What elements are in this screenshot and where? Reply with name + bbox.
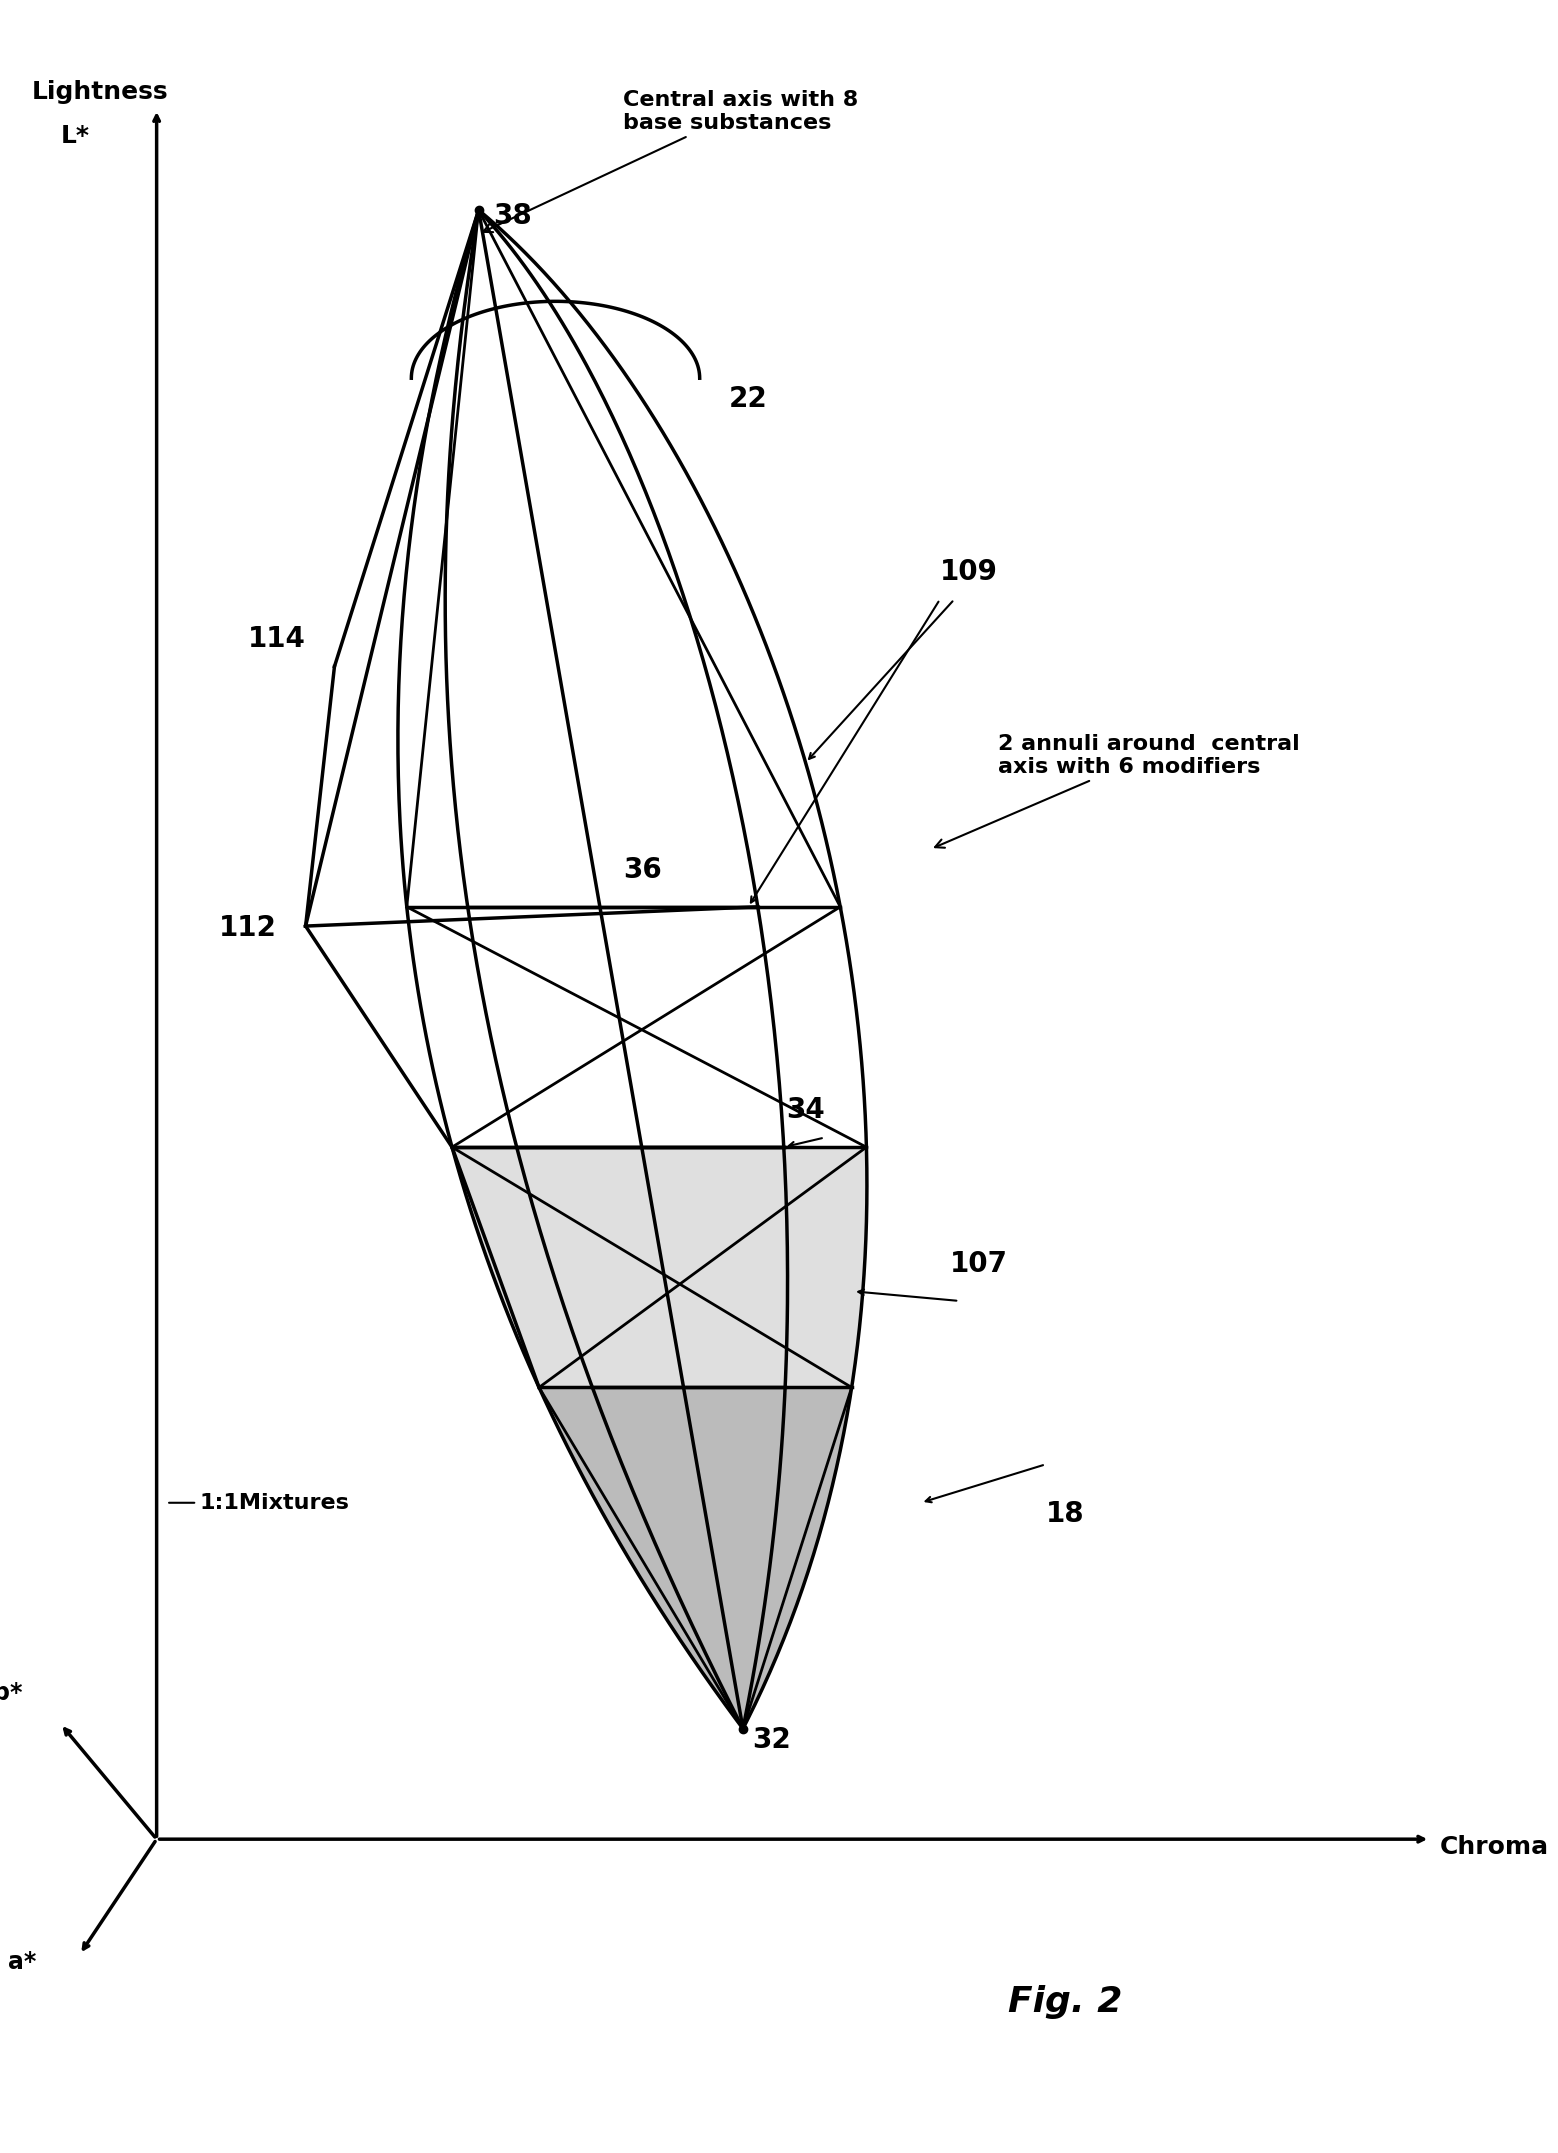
- Text: Central axis with 8
base substances: Central axis with 8 base substances: [483, 90, 858, 233]
- Text: 107: 107: [949, 1251, 1008, 1279]
- Text: 1:1Mixtures: 1:1Mixtures: [168, 1492, 349, 1514]
- Text: Chroma: Chroma: [1440, 1834, 1549, 1858]
- Polygon shape: [452, 1148, 866, 1387]
- Text: 34: 34: [787, 1096, 824, 1124]
- Text: a*: a*: [8, 1951, 36, 1974]
- Text: 114: 114: [248, 624, 305, 652]
- Polygon shape: [407, 906, 866, 1148]
- Text: 38: 38: [492, 202, 531, 230]
- Text: Fig. 2: Fig. 2: [1008, 1985, 1122, 2020]
- Text: 112: 112: [220, 913, 277, 941]
- Text: 2 annuli around  central
axis with 6 modifiers: 2 annuli around central axis with 6 modi…: [935, 734, 1299, 848]
- Text: 32: 32: [753, 1727, 791, 1755]
- Text: b*: b*: [0, 1681, 23, 1705]
- Text: L*: L*: [61, 123, 89, 149]
- Text: 22: 22: [729, 385, 767, 413]
- Polygon shape: [397, 211, 840, 906]
- Polygon shape: [452, 1148, 866, 1387]
- Text: 36: 36: [623, 857, 662, 885]
- Text: 18: 18: [1045, 1501, 1084, 1529]
- Text: Lightness: Lightness: [31, 80, 168, 103]
- Polygon shape: [538, 1387, 851, 1729]
- Text: 109: 109: [939, 558, 997, 586]
- Polygon shape: [538, 1387, 851, 1729]
